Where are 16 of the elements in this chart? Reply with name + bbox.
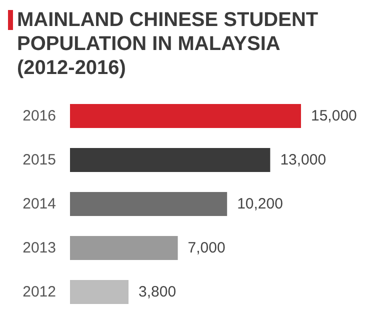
chart-title: MAINLAND CHINESE STUDENT POPULATION IN MALAYSIA (2012-2016) <box>17 8 320 80</box>
data-label: 10,200 <box>237 196 283 212</box>
y-tick-label: 2014 <box>22 196 56 212</box>
bar <box>70 280 129 304</box>
bar <box>70 192 228 216</box>
bar <box>70 236 178 260</box>
y-tick-label: 2013 <box>22 240 56 256</box>
y-tick-label: 2016 <box>22 108 56 124</box>
data-label: 7,000 <box>188 240 226 256</box>
y-tick-label: 2015 <box>22 152 56 168</box>
data-label: 3,800 <box>138 284 176 300</box>
bar <box>70 104 301 128</box>
data-label: 15,000 <box>311 108 357 124</box>
bar <box>70 148 270 172</box>
data-label: 13,000 <box>280 152 326 168</box>
y-tick-label: 2012 <box>22 284 56 300</box>
